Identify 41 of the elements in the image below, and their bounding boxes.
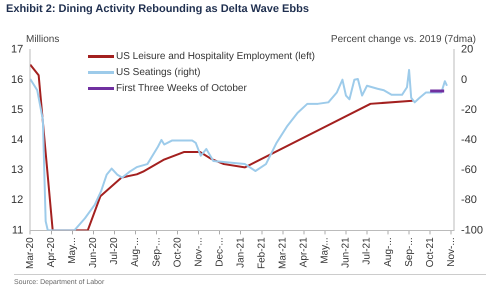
y2-axis-title: Percent change vs. 2019 (7dma) — [330, 34, 476, 45]
x-tick-label: Feb-21 — [256, 236, 268, 270]
x-tick-label: May... — [320, 237, 331, 264]
x-tick-label: Apr-20 — [46, 236, 58, 268]
x-tick-label: Jul-20 — [109, 236, 120, 265]
y-tick-label: 12 — [10, 194, 24, 206]
x-tick-label: Aug-... — [130, 237, 142, 267]
legend-label: US Leisure and Hospitality Employment (left) — [115, 50, 315, 64]
y2-tick-label: -100 — [460, 224, 484, 236]
legend-label: US Seatings (right) — [115, 66, 202, 80]
x-tick-label: Jan-21 — [235, 236, 246, 268]
y-tick-label: 11 — [12, 224, 24, 236]
chart-title: Exhibit 2: Dining Activity Rebounding as Delta Wave Ebbs — [6, 3, 309, 15]
y-axis-title: Millions — [26, 34, 60, 45]
x-tick-label: Sep-... — [151, 237, 162, 267]
x-tick-label: Oct-20 — [172, 236, 184, 268]
x-tick-label: Nov-... — [193, 237, 204, 267]
x-tick-label: Nov-... — [446, 237, 457, 267]
x-tick-label: Mar-20 — [24, 236, 36, 270]
y2-tick-label: -20 — [460, 104, 477, 116]
y2-tick-label: -80 — [460, 194, 477, 206]
x-tick-label: Jun-20 — [88, 236, 100, 268]
y2-tick-label: -60 — [460, 164, 477, 176]
x-tick-label: Aug-... — [382, 237, 394, 267]
x-tick-label: Sep-... — [404, 237, 415, 267]
y-tick-label: 15 — [10, 104, 24, 116]
x-tick-label: Oct-21 — [424, 236, 436, 268]
x-tick-label: May... — [67, 237, 78, 264]
x-tick-label: Jul-21 — [362, 236, 373, 265]
x-tick-label: Jun-21 — [340, 236, 352, 268]
x-tick-label: Apr-21 — [298, 236, 310, 268]
legend-label: First Three Weeks of October — [115, 82, 248, 96]
y-tick-label: 16 — [10, 74, 24, 86]
x-tick-label: Mar-21 — [278, 236, 289, 270]
y-tick-label: 14 — [10, 134, 24, 146]
y-tick-label: 13 — [10, 164, 24, 176]
y2-tick-label: 0 — [460, 74, 468, 86]
y2-tick-label: -40 — [460, 134, 477, 146]
y-tick-label: 17 — [10, 44, 24, 56]
x-tick-label: Dec-... — [214, 237, 226, 267]
y2-tick-label: 20 — [460, 44, 474, 56]
